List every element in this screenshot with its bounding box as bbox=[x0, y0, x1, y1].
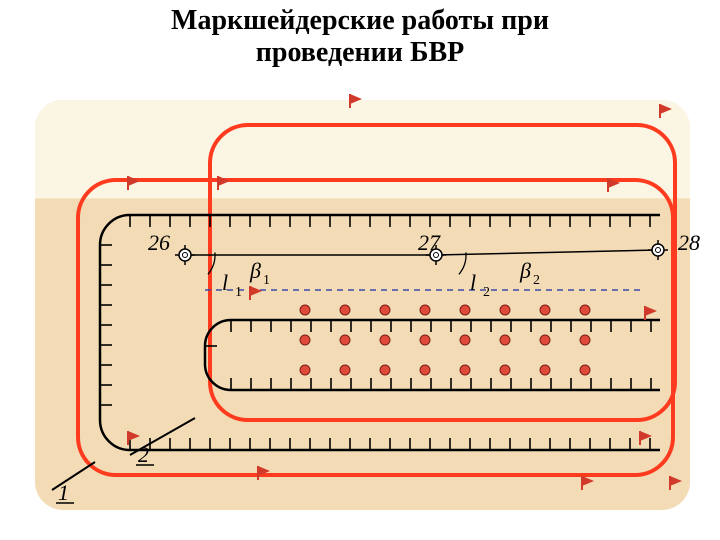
svg-text:27: 27 bbox=[418, 230, 441, 255]
svg-text:2: 2 bbox=[483, 285, 490, 300]
svg-text:l: l bbox=[222, 270, 228, 295]
diagram-svg: 262728β1β2l1l212 bbox=[0, 0, 720, 540]
title-line2: проведении БВР bbox=[0, 37, 720, 69]
svg-text:β: β bbox=[249, 258, 261, 283]
svg-text:1: 1 bbox=[235, 285, 242, 300]
svg-text:1: 1 bbox=[58, 480, 69, 505]
svg-text:26: 26 bbox=[148, 230, 170, 255]
svg-text:28: 28 bbox=[678, 230, 700, 255]
page-title: Маркшейдерские работы при проведении БВР bbox=[0, 5, 720, 69]
svg-text:2: 2 bbox=[533, 273, 540, 288]
svg-text:β: β bbox=[519, 258, 531, 283]
svg-text:2: 2 bbox=[138, 442, 149, 467]
svg-text:l: l bbox=[470, 270, 476, 295]
svg-text:1: 1 bbox=[263, 273, 270, 288]
title-line1: Маркшейдерские работы при bbox=[0, 5, 720, 37]
